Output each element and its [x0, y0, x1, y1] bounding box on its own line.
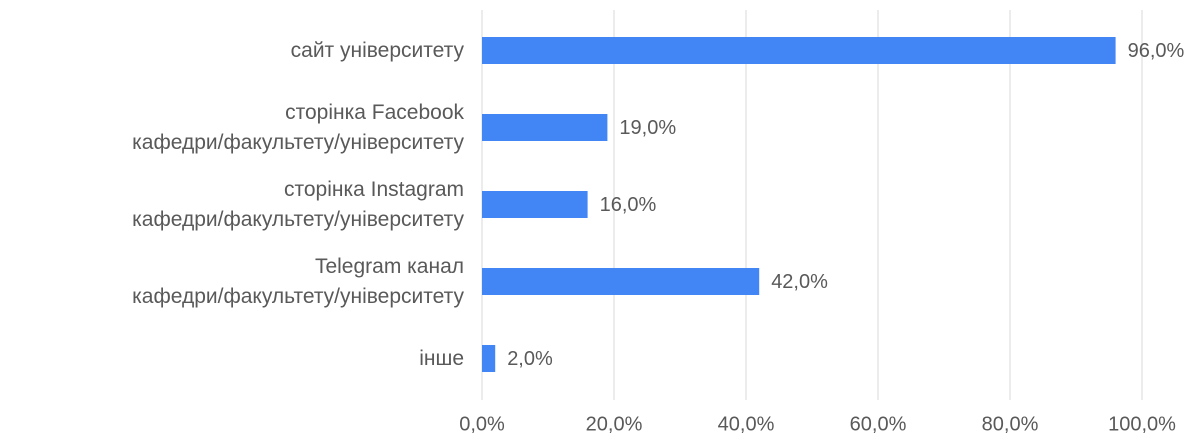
x-tick-label: 0,0%	[459, 413, 505, 435]
data-label: 42,0%	[771, 271, 828, 293]
x-tick-label: 40,0%	[718, 413, 775, 435]
bar	[482, 37, 1116, 64]
bar	[482, 114, 608, 141]
bar	[482, 345, 496, 372]
x-tick-label: 80,0%	[982, 413, 1039, 435]
x-tick-label: 20,0%	[586, 413, 643, 435]
data-label: 19,0%	[619, 117, 676, 139]
bar	[482, 268, 760, 295]
x-tick-label: 100,0%	[1108, 413, 1176, 435]
y-tick-label: інше	[419, 346, 464, 370]
data-label: 96,0%	[1128, 40, 1185, 62]
y-tick-label: сайт університету	[290, 38, 464, 62]
x-tick-label: 60,0%	[850, 413, 907, 435]
y-tick-label: Telegram канал кафедри/факультету/універ…	[132, 254, 464, 308]
y-tick-label: сторінка Instagram кафедри/факультету/ун…	[132, 177, 464, 231]
y-tick-label: сторінка Facebook кафедри/факультету/уні…	[132, 100, 464, 154]
data-label: 2,0%	[507, 348, 553, 370]
data-label: 16,0%	[600, 194, 657, 216]
bar	[482, 191, 588, 218]
